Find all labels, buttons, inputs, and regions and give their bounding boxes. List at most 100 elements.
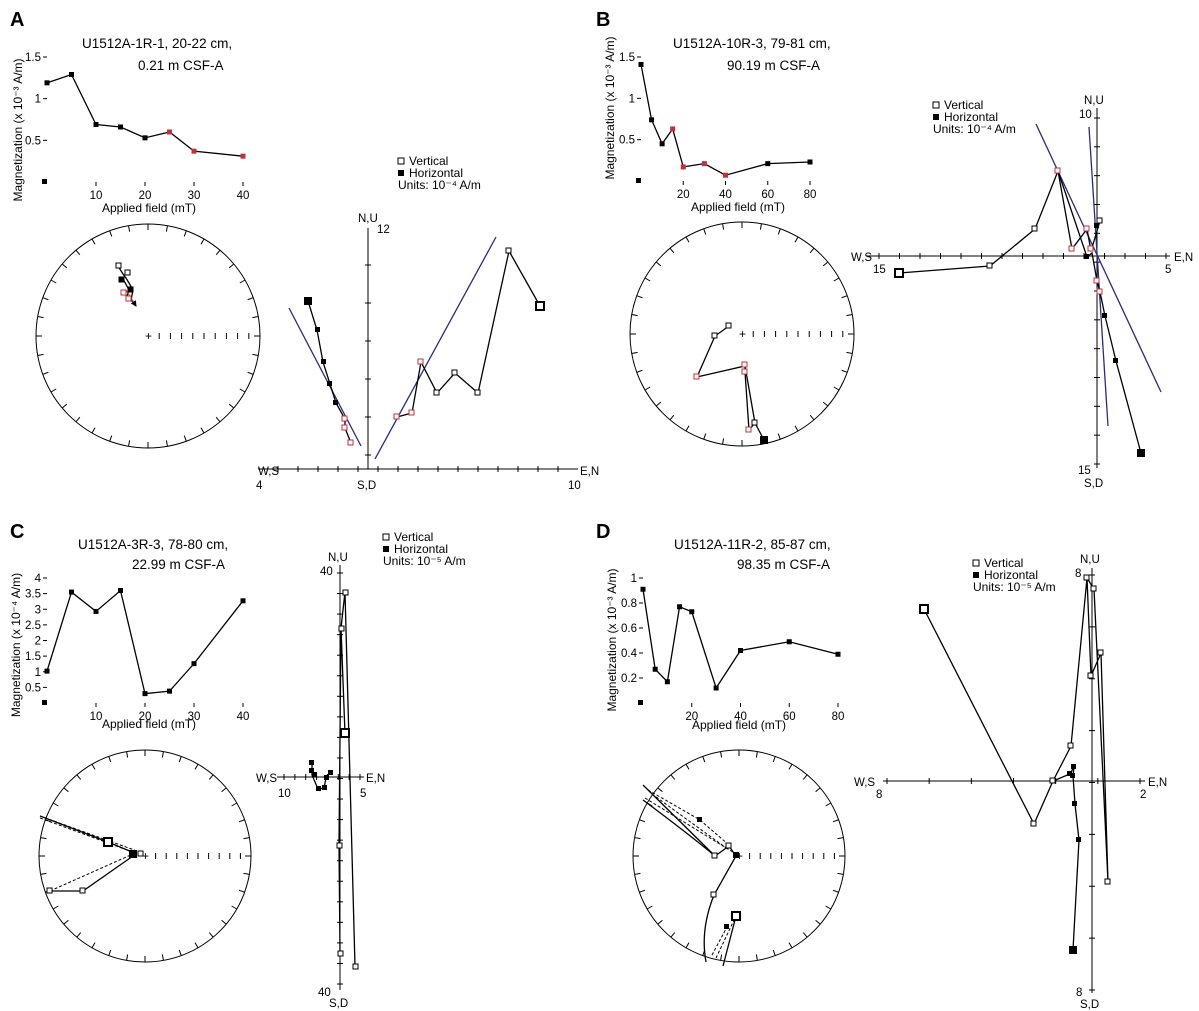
zij-left-label: W,S xyxy=(256,773,277,785)
horizontal-points xyxy=(1084,223,1145,457)
rim-tick xyxy=(243,872,250,875)
data-point xyxy=(640,586,646,592)
stereo-point xyxy=(733,852,739,858)
zij-right-label: E,N xyxy=(580,466,599,478)
rim-tick xyxy=(161,751,164,758)
stereo-point xyxy=(46,887,53,894)
stereo-point xyxy=(693,373,700,380)
x-axis-label: Applied field (mT) xyxy=(692,718,786,732)
stereo-point xyxy=(129,850,137,858)
data-point xyxy=(93,608,99,614)
demag-chart: 0.2 0.4 0.6 0.8 1 20 40 60 80 Magnetization (x 1… xyxy=(605,568,844,732)
zij-top-value: 8 xyxy=(1075,568,1081,580)
y-tick-label: 0.6 xyxy=(621,623,637,635)
rim-tick xyxy=(247,297,254,301)
zij-point xyxy=(312,772,317,777)
fit-line xyxy=(1035,123,1162,393)
rim-tick xyxy=(91,942,96,949)
stereonet-ticks xyxy=(36,224,260,448)
zij-point xyxy=(1090,585,1097,592)
zij-point xyxy=(1076,837,1081,842)
zij-right-value: 2 xyxy=(1140,789,1146,801)
rim-tick xyxy=(200,427,205,434)
rim-tick xyxy=(91,763,96,770)
rim-tick xyxy=(722,438,725,445)
legend-horizontal: Horizontal xyxy=(944,110,998,124)
rim-tick xyxy=(815,787,821,793)
rim-tick xyxy=(126,751,129,758)
rim-tick xyxy=(788,942,793,949)
origin-marker xyxy=(636,178,641,183)
legend-open-square xyxy=(932,101,940,109)
rim-tick xyxy=(161,954,164,961)
rim-tick xyxy=(772,756,776,763)
zij-left-label: W,S xyxy=(854,777,875,789)
rim-tick xyxy=(822,401,829,407)
zij-top-value: 12 xyxy=(377,224,390,236)
rim-tick xyxy=(52,905,59,910)
zij-point xyxy=(1071,764,1076,769)
sample-title: U1512A-1R-1, 20-22 cm, xyxy=(82,36,232,51)
rim-tick xyxy=(63,919,69,925)
fit-line xyxy=(374,236,497,460)
rim-tick xyxy=(165,440,168,447)
rim-tick xyxy=(200,238,205,245)
data-point xyxy=(44,80,50,86)
legend-units: Units: 10⁻⁴ A/m xyxy=(933,122,1016,136)
zij-bottom-label: S,D xyxy=(1080,999,1099,1011)
stereo-point xyxy=(725,842,732,849)
zij-left-value: 15 xyxy=(873,264,886,276)
zij-point xyxy=(321,359,326,364)
rim-tick xyxy=(794,236,799,243)
depth-title: 90.19 m CSF-A xyxy=(727,58,820,73)
rim-tick xyxy=(825,905,832,910)
vertical-points xyxy=(336,589,359,970)
legend-open-square xyxy=(397,157,405,165)
zij-point xyxy=(919,604,929,614)
rim-tick xyxy=(40,837,47,840)
data-point xyxy=(680,164,686,170)
legend-vertical: Vertical xyxy=(944,98,983,112)
rim-tick xyxy=(228,403,235,409)
zij-point xyxy=(338,625,345,632)
x-tick-label: 40 xyxy=(719,189,732,201)
stereo-point xyxy=(724,924,729,929)
rim-tick xyxy=(91,238,96,245)
center-cross: + xyxy=(142,849,149,863)
rim-tick xyxy=(634,872,641,875)
zij-top-label: N,U xyxy=(328,552,348,564)
rim-tick xyxy=(109,230,113,237)
y-tick-label: 1 xyxy=(35,667,41,679)
rim-tick xyxy=(809,247,815,254)
zij-point xyxy=(505,247,512,254)
rim-tick xyxy=(194,942,199,949)
zij-point xyxy=(1067,771,1072,776)
rim-tick xyxy=(669,414,675,421)
fit-line xyxy=(288,307,362,447)
zij-point xyxy=(1067,742,1074,749)
y-axis-label: Magnetization (x 10⁻⁴ A/m) xyxy=(9,573,23,717)
y-tick-label: 1 xyxy=(631,573,637,585)
rim-tick xyxy=(802,932,808,938)
zij-point xyxy=(1054,167,1061,174)
zij-right-value: 5 xyxy=(1165,264,1171,276)
data-point xyxy=(659,141,665,147)
legend-filled-square xyxy=(933,114,939,120)
rim-tick xyxy=(841,369,848,373)
stereo-point xyxy=(103,837,113,847)
data-point xyxy=(786,639,792,645)
rim-tick xyxy=(76,774,82,780)
legend: Vertical Horizontal Units: 10⁻⁵ A/m xyxy=(972,556,1056,594)
zij-top-value: 10 xyxy=(1079,109,1092,121)
rim-tick xyxy=(243,837,250,840)
stereo-point xyxy=(751,419,758,426)
stereo-point xyxy=(741,368,748,375)
rim-tick xyxy=(221,919,227,925)
data-point xyxy=(723,172,728,178)
legend-vertical: Vertical xyxy=(409,154,448,168)
rim-tick xyxy=(75,249,81,256)
x-tick-label: 20 xyxy=(685,711,698,723)
zij-point xyxy=(1083,574,1090,581)
data-point xyxy=(167,129,172,135)
rim-tick xyxy=(183,435,187,442)
